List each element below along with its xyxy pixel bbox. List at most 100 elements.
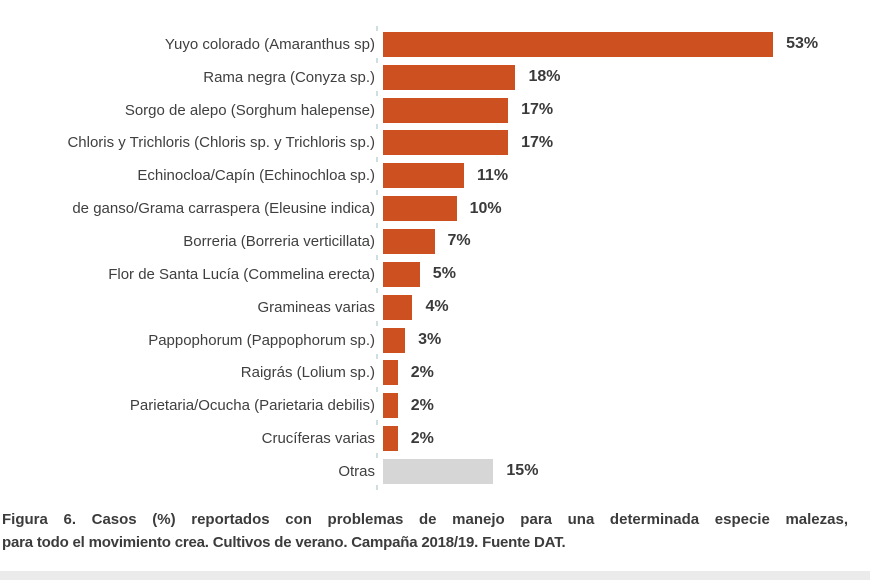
axis-tick	[376, 386, 378, 392]
bar	[383, 261, 420, 287]
bar-area: 4%	[375, 294, 870, 320]
chart-row: Flor de Santa Lucía (Commelina erecta) 5%	[0, 258, 870, 291]
caption-line-2: para todo el movimiento crea. Cultivos d…	[2, 533, 566, 551]
category-label: Parietaria/Ocucha (Parietaria debilis)	[0, 397, 375, 414]
axis-tick	[376, 189, 378, 195]
chart-row: Yuyo colorado (Amaranthus sp) 53%	[0, 28, 870, 61]
value-label: 3%	[418, 331, 442, 349]
value-label: 18%	[528, 68, 561, 86]
category-label: Raigrás (Lolium sp.)	[0, 364, 375, 381]
category-label-text: Pappophorum (Pappophorum sp.)	[148, 331, 375, 349]
category-label: Otras	[0, 463, 375, 480]
category-label-text: Echinocloa/Capín (Echinochloa sp.)	[137, 167, 375, 185]
value-label: 4%	[425, 298, 449, 316]
axis-tick	[376, 419, 378, 425]
bar	[383, 196, 457, 222]
chart-row: Borreria (Borreria verticillata) 7%	[0, 225, 870, 258]
chart-row: Raigrás (Lolium sp.) 2%	[0, 356, 870, 389]
bottom-strip	[0, 571, 870, 580]
axis-tick	[376, 485, 378, 491]
category-label-text: Flor de Santa Lucía (Commelina erecta)	[108, 265, 375, 283]
value-label: 11%	[476, 166, 509, 184]
value-label: 53%	[786, 35, 819, 53]
value-label: 5%	[432, 265, 456, 283]
bar-chart: Yuyo colorado (Amaranthus sp) 53% Rama neg…	[0, 25, 870, 491]
axis-tick	[376, 354, 378, 360]
axis-tick	[376, 124, 378, 130]
bar	[383, 64, 516, 90]
category-label-text: Gramineas varias	[257, 298, 375, 316]
bar-area: 2%	[375, 393, 870, 419]
axis-tick	[376, 58, 378, 64]
axis-tick	[376, 25, 378, 31]
axis-tick	[376, 222, 378, 228]
value-label: 7%	[447, 232, 471, 250]
bar	[383, 163, 464, 189]
bar-area: 15%	[375, 458, 870, 484]
category-label: Flor de Santa Lucía (Commelina erecta)	[0, 266, 375, 283]
category-label: de ganso/Grama carraspera (Eleusine indi…	[0, 200, 375, 217]
category-label: Yuyo colorado (Amaranthus sp)	[0, 36, 375, 53]
category-label-text: Otras	[338, 462, 375, 480]
category-label-text: Yuyo colorado (Amaranthus sp)	[164, 35, 375, 53]
bar	[383, 31, 774, 57]
bar-area: 2%	[375, 360, 870, 386]
chart-row: de ganso/Grama carraspera (Eleusine indi…	[0, 192, 870, 225]
bar	[383, 458, 494, 484]
bar	[383, 294, 413, 320]
category-label-text: Parietaria/Ocucha (Parietaria debilis)	[129, 397, 375, 415]
axis-tick	[376, 156, 378, 162]
bar-area: 17%	[375, 130, 870, 156]
category-label: Sorgo de alepo (Sorghum halepense)	[0, 102, 375, 119]
chart-row: Pappophorum (Pappophorum sp.) 3%	[0, 324, 870, 357]
bar	[383, 228, 435, 254]
axis-tick	[376, 452, 378, 458]
bar-area: 17%	[375, 97, 870, 123]
axis-tick	[376, 288, 378, 294]
category-label-text: Chloris y Trichloris (Chloris sp. y Tric…	[67, 134, 375, 152]
bar-area: 3%	[375, 327, 870, 353]
bar	[383, 327, 406, 353]
bar-area: 5%	[375, 261, 870, 287]
bar	[383, 97, 509, 123]
category-label: Pappophorum (Pappophorum sp.)	[0, 332, 375, 349]
value-label: 15%	[506, 462, 539, 480]
category-label-text: de ganso/Grama carraspera (Eleusine indi…	[72, 200, 375, 218]
axis-tick	[376, 91, 378, 97]
category-label-text: Crucíferas varias	[261, 430, 375, 448]
bar-area: 7%	[375, 228, 870, 254]
value-label: 2%	[410, 429, 434, 447]
axis-tick	[376, 255, 378, 261]
value-label: 2%	[410, 363, 434, 381]
value-label: 2%	[410, 396, 434, 414]
chart-row: Gramineas varias 4%	[0, 291, 870, 324]
category-label: Borreria (Borreria verticillata)	[0, 233, 375, 250]
chart-row: Chloris y Trichloris (Chloris sp. y Tric…	[0, 127, 870, 160]
category-label-text: Borreria (Borreria verticillata)	[183, 232, 375, 250]
chart-row: Echinocloa/Capín (Echinochloa sp.) 11%	[0, 159, 870, 192]
category-label: Rama negra (Conyza sp.)	[0, 69, 375, 86]
category-label-text: Rama negra (Conyza sp.)	[203, 68, 375, 86]
bar-area: 10%	[375, 196, 870, 222]
category-label: Echinocloa/Capín (Echinochloa sp.)	[0, 167, 375, 184]
figure-caption: Figura 6. Casos (%) reportados con probl…	[2, 508, 848, 554]
chart-row: Parietaria/Ocucha (Parietaria debilis) 2%	[0, 389, 870, 422]
value-label: 17%	[521, 101, 554, 119]
bar	[383, 426, 398, 452]
chart-row: Rama negra (Conyza sp.) 18%	[0, 61, 870, 94]
bar	[383, 360, 398, 386]
value-label: 17%	[521, 133, 554, 151]
bar-area: 53%	[375, 31, 870, 57]
chart-row: Otras 15%	[0, 455, 870, 488]
bar	[383, 393, 398, 419]
bar-area: 18%	[375, 64, 870, 90]
value-label: 10%	[469, 199, 502, 217]
category-label-text: Sorgo de alepo (Sorghum halepense)	[124, 101, 375, 119]
category-label-text: Raigrás (Lolium sp.)	[240, 364, 375, 382]
category-label: Crucíferas varias	[0, 430, 375, 447]
chart-row: Crucíferas varias 2%	[0, 422, 870, 455]
chart-row: Sorgo de alepo (Sorghum halepense) 17%	[0, 94, 870, 127]
category-label: Chloris y Trichloris (Chloris sp. y Tric…	[0, 134, 375, 151]
bar-area: 2%	[375, 426, 870, 452]
